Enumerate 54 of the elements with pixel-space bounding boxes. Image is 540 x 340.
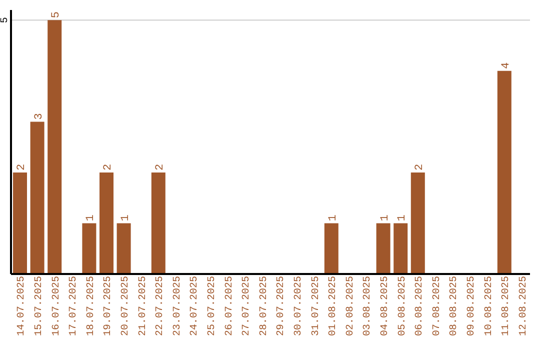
x-tick-label: 30.07.2025 bbox=[293, 276, 304, 336]
x-tick-label: 17.07.2025 bbox=[68, 276, 80, 336]
x-tick-label: 23.07.2025 bbox=[172, 276, 184, 336]
x-tick-label: 08.08.2025 bbox=[449, 276, 460, 336]
x-tick-label: 28.07.2025 bbox=[258, 276, 270, 336]
data-label: 1 bbox=[379, 214, 392, 222]
data-label: 2 bbox=[102, 164, 114, 170]
x-tick-label: 02.08.2025 bbox=[345, 276, 356, 336]
data-label: 1 bbox=[85, 214, 98, 222]
x-tick-label: 10.08.2025 bbox=[484, 276, 495, 336]
x-tick-label: 18.07.2025 bbox=[86, 276, 97, 336]
data-label: 3 bbox=[33, 113, 46, 120]
x-tick-label: 20.07.2025 bbox=[120, 276, 132, 336]
bar bbox=[376, 223, 390, 274]
x-tick-label: 27.07.2025 bbox=[242, 276, 253, 336]
data-label: 1 bbox=[120, 214, 132, 222]
data-label: 1 bbox=[396, 214, 409, 222]
x-tick-label: 07.08.2025 bbox=[432, 276, 443, 336]
bar bbox=[394, 223, 408, 274]
x-tick-label: 01.08.2025 bbox=[328, 276, 340, 336]
x-tick-label: 03.08.2025 bbox=[362, 276, 374, 336]
bar bbox=[30, 122, 44, 274]
x-tick-label: 21.07.2025 bbox=[138, 276, 149, 336]
x-tick-label: 24.07.2025 bbox=[190, 276, 201, 336]
data-label: 4 bbox=[500, 62, 512, 69]
x-tick-label: 09.08.2025 bbox=[466, 276, 478, 336]
x-tick-label: 25.07.2025 bbox=[206, 276, 218, 336]
x-tick-label: 14.07.2025 bbox=[16, 276, 28, 336]
bar bbox=[48, 20, 62, 274]
x-tick-label: 11.08.2025 bbox=[501, 276, 512, 336]
x-tick-label: 15.07.2025 bbox=[34, 276, 45, 336]
bar bbox=[82, 223, 96, 274]
bar bbox=[13, 172, 27, 274]
bar bbox=[116, 223, 131, 274]
x-tick-label: 22.07.2025 bbox=[155, 276, 166, 336]
x-tick-label: 26.07.2025 bbox=[224, 276, 236, 336]
bar bbox=[324, 223, 338, 274]
x-tick-label: 31.07.2025 bbox=[310, 276, 322, 336]
data-label: 1 bbox=[327, 214, 340, 222]
x-tick-label: 04.08.2025 bbox=[380, 276, 391, 336]
bar bbox=[100, 172, 114, 274]
x-tick-label: 16.07.2025 bbox=[51, 276, 62, 336]
x-tick-label: 29.07.2025 bbox=[276, 276, 288, 336]
bar bbox=[151, 172, 166, 274]
x-tick-label: 06.08.2025 bbox=[414, 276, 426, 336]
x-tick-label: 05.08.2025 bbox=[397, 276, 408, 336]
x-tick-label: 19.07.2025 bbox=[103, 276, 114, 336]
data-label: 2 bbox=[16, 164, 28, 170]
data-label: 2 bbox=[414, 164, 426, 170]
data-label: 2 bbox=[154, 164, 166, 170]
bar bbox=[410, 172, 425, 274]
x-tick-label: 12.08.2025 bbox=[518, 276, 530, 336]
data-label: 5 bbox=[50, 12, 63, 18]
bar bbox=[497, 70, 512, 274]
